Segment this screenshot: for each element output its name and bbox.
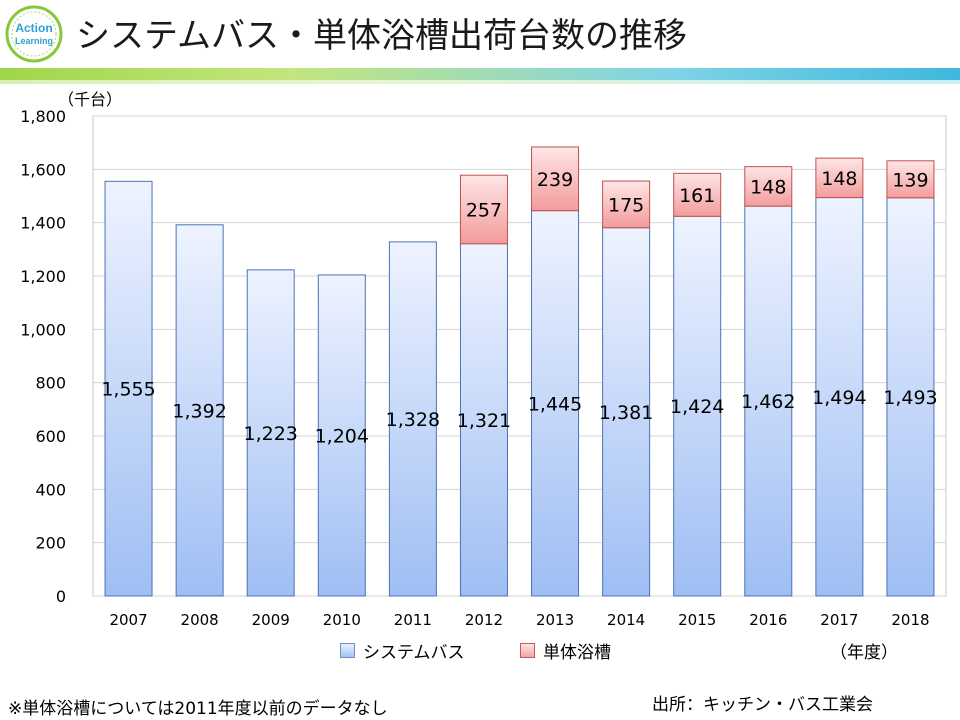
data-label-single-bathtub-2017: 148 (821, 168, 857, 190)
data-label-system-bath-2011: 1,328 (386, 409, 440, 431)
x-tick-label: 2012 (465, 611, 503, 629)
x-tick-label: 2009 (252, 611, 290, 629)
y-tick-label: 0 (56, 587, 66, 606)
data-label-system-bath-2007: 1,555 (101, 379, 155, 401)
legend-swatch-system-bath (340, 643, 355, 658)
title-rule-light (0, 80, 960, 84)
page-title: システムバス・単体浴槽出荷台数の推移 (76, 16, 687, 56)
x-tick-label: 2008 (181, 611, 219, 629)
data-label-system-bath-2012: 1,321 (457, 410, 511, 432)
x-tick-label: 2015 (678, 611, 716, 629)
data-label-system-bath-2017: 1,494 (812, 387, 866, 409)
data-label-single-bathtub-2015: 161 (679, 185, 715, 207)
y-tick-label: 1,400 (20, 214, 66, 233)
source-credit: 出所：キッチン・バス工業会 (652, 695, 873, 715)
bar-system-bath-2016 (744, 205, 793, 597)
y-axis-unit: （千台） (58, 90, 123, 109)
bar-system-bath-2018 (886, 197, 935, 597)
bar-system-bath-2010 (317, 274, 366, 597)
legend-item-system-bath: システムバス (340, 638, 465, 663)
bar-single-bathtub-2016 (744, 166, 793, 207)
bar-single-bathtub-2017 (815, 157, 864, 199)
bar-system-bath-2008 (175, 224, 224, 597)
logo-text-action: Action (15, 21, 52, 35)
data-label-system-bath-2014: 1,381 (599, 402, 653, 424)
x-tick-label: 2010 (323, 611, 361, 629)
y-tick-label: 600 (35, 427, 66, 446)
data-label-system-bath-2015: 1,424 (670, 396, 724, 418)
logo-text-learning: Learning (15, 36, 53, 46)
bar-single-bathtub-2012 (459, 174, 508, 245)
bar-system-bath-2015 (673, 215, 722, 597)
x-tick-label: 2011 (394, 611, 432, 629)
x-tick-label: 2014 (607, 611, 645, 629)
x-tick-label: 2013 (536, 611, 574, 629)
data-label-system-bath-2013: 1,445 (528, 393, 582, 415)
y-tick-label: 1,000 (20, 320, 66, 339)
x-tick-label: 2007 (109, 611, 147, 629)
legend-swatch-single-bathtub (520, 643, 535, 658)
title-rule (0, 68, 960, 80)
data-label-system-bath-2018: 1,493 (883, 387, 937, 409)
bar-system-bath-2013 (531, 210, 580, 597)
x-tick-label: 2018 (891, 611, 929, 629)
data-label-single-bathtub-2014: 175 (608, 194, 644, 216)
data-label-system-bath-2016: 1,462 (741, 391, 795, 413)
data-label-single-bathtub-2016: 148 (750, 176, 786, 198)
y-tick-label: 800 (35, 374, 66, 393)
bar-system-bath-2011 (388, 241, 437, 597)
bar-single-bathtub-2018 (886, 160, 935, 199)
y-tick-label: 1,800 (20, 107, 66, 126)
bar-system-bath-2014 (602, 227, 651, 597)
y-tick-label: 1,200 (20, 267, 66, 286)
bar-single-bathtub-2014 (602, 180, 651, 229)
y-tick-label: 400 (35, 480, 66, 499)
legend-label-single-bathtub: 単体浴槽 (543, 643, 611, 663)
data-label-system-bath-2008: 1,392 (172, 400, 226, 422)
bar-system-bath-2012 (459, 243, 508, 597)
x-axis-unit: （年度） (830, 643, 898, 663)
legend-label-system-bath: システムバス (363, 643, 465, 663)
data-label-single-bathtub-2013: 239 (537, 169, 573, 191)
data-label-system-bath-2009: 1,223 (244, 423, 298, 445)
data-label-single-bathtub-2012: 257 (466, 199, 502, 221)
bar-single-bathtub-2015 (673, 172, 722, 217)
footnote: ※単体浴槽については2011年度以前のデータなし (8, 699, 388, 719)
bar-system-bath-2009 (246, 269, 295, 597)
data-label-system-bath-2010: 1,204 (315, 425, 369, 447)
bar-system-bath-2017 (815, 197, 864, 597)
y-tick-label: 1,600 (20, 160, 66, 179)
action-learning-logo: Action Learning (5, 5, 63, 63)
bar-system-bath-2007 (104, 180, 153, 597)
data-label-single-bathtub-2018: 139 (892, 169, 928, 191)
legend-item-single-bathtub: 単体浴槽 (520, 638, 611, 663)
y-tick-label: 200 (35, 534, 66, 553)
bar-single-bathtub-2013 (531, 146, 580, 212)
x-tick-label: 2016 (749, 611, 787, 629)
x-tick-label: 2017 (820, 611, 858, 629)
